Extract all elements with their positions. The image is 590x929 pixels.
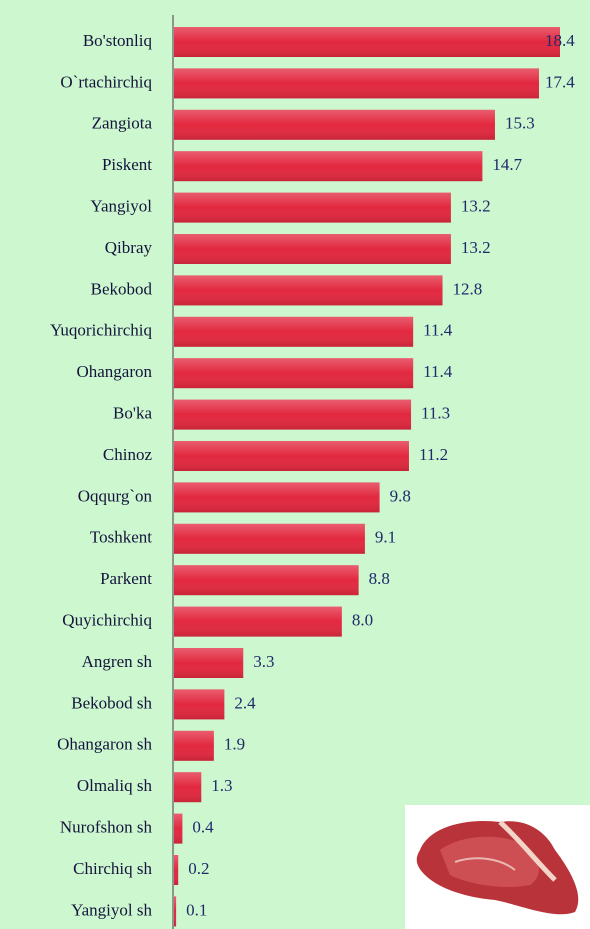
chart: Bo'stonliq 18.4 O`rtachirchiq 17.4 Zangiota 1… — [0, 0, 590, 929]
y-tick-label: O`rtachirchiq — [60, 72, 152, 91]
bar-shade — [174, 234, 451, 264]
value-label: 11.4 — [423, 362, 453, 381]
y-tick-label: Chirchiq sh — [73, 859, 152, 878]
bar-shade — [174, 524, 365, 554]
meat-picture — [405, 805, 590, 929]
value-label: 11.3 — [421, 404, 450, 423]
bar-shade — [174, 275, 443, 305]
value-label: 2.4 — [234, 693, 256, 712]
value-label: 0.2 — [188, 859, 209, 878]
bar-shade — [174, 68, 539, 98]
bar-shade — [174, 814, 182, 844]
value-label: 17.4 — [545, 72, 575, 91]
value-label: 0.4 — [192, 818, 214, 837]
bar-shade — [174, 607, 342, 637]
bar-shade — [174, 482, 380, 512]
value-label: 13.2 — [461, 238, 491, 257]
bar-shade — [174, 855, 178, 885]
value-label: 8.8 — [369, 569, 390, 588]
bar-shade — [174, 772, 201, 802]
bar-shade — [174, 689, 224, 719]
bar-shade — [174, 648, 243, 678]
value-label: 9.1 — [375, 528, 396, 547]
value-label: 11.4 — [423, 321, 453, 340]
y-tick-label: Angren sh — [82, 652, 153, 671]
y-tick-label: Yangiyol sh — [71, 900, 152, 919]
value-label: 1.9 — [224, 735, 245, 754]
y-tick-label: Chinoz — [103, 445, 153, 464]
bar-shade — [174, 896, 176, 926]
value-label: 18.4 — [545, 31, 575, 50]
value-label: 14.7 — [492, 155, 522, 174]
y-tick-label: Yangiyol — [90, 197, 152, 216]
y-tick-label: Ohangaron sh — [57, 735, 152, 754]
bar-shade — [174, 400, 411, 430]
y-tick-label: Nurofshon sh — [60, 818, 153, 837]
value-label: 1.3 — [211, 776, 232, 795]
bar-shade — [174, 193, 451, 223]
value-label: 12.8 — [453, 279, 483, 298]
value-label: 3.3 — [253, 652, 274, 671]
value-label: 13.2 — [461, 197, 491, 216]
y-tick-label: Toshkent — [90, 528, 152, 547]
y-tick-label: Qibray — [105, 238, 153, 257]
y-tick-label: Zangiota — [92, 114, 153, 133]
bar-shade — [174, 358, 413, 388]
y-tick-label: Yuqorichirchiq — [50, 321, 152, 340]
y-tick-label: Ohangaron — [76, 362, 152, 381]
value-label: 11.2 — [419, 445, 448, 464]
y-tick-label: Piskent — [102, 155, 152, 174]
y-tick-label: Bekobod — [91, 279, 153, 298]
bar-shade — [174, 565, 359, 595]
bar-shade — [174, 110, 495, 140]
value-label: 8.0 — [352, 611, 373, 630]
value-label: 9.8 — [390, 486, 411, 505]
bar-shade — [174, 27, 560, 57]
value-label: 15.3 — [505, 114, 535, 133]
y-tick-label: Quyichirchiq — [62, 611, 152, 630]
y-tick-label: Bo'stonliq — [83, 31, 153, 50]
y-tick-label: Bekobod sh — [71, 693, 152, 712]
y-tick-label: Bo'ka — [113, 404, 152, 423]
bar-shade — [174, 731, 214, 761]
bar-shade — [174, 317, 413, 347]
y-tick-label: Olmaliq sh — [77, 776, 153, 795]
y-tick-label: Oqqurg`on — [78, 486, 153, 505]
value-label: 0.1 — [186, 900, 207, 919]
bar-shade — [174, 151, 482, 181]
bar-shade — [174, 441, 409, 471]
y-tick-label: Parkent — [100, 569, 152, 588]
page: {"chart_data": {"type": "bar", "orientat… — [0, 0, 590, 929]
